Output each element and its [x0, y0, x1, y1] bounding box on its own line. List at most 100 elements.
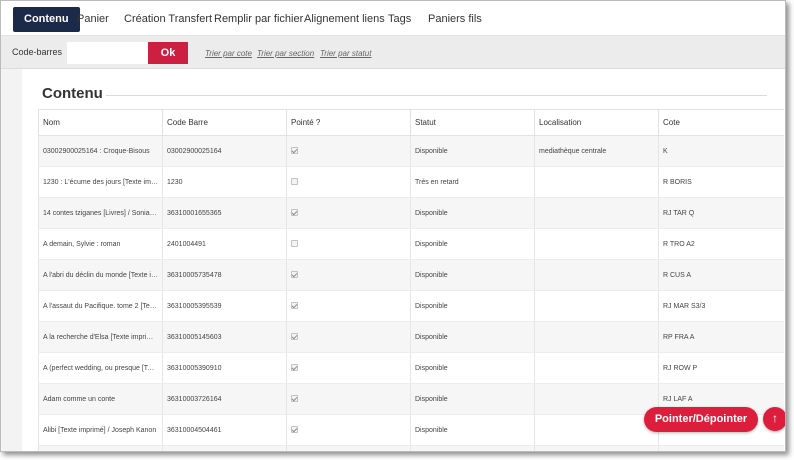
ok-button[interactable]: Ok [148, 42, 188, 64]
tab-alignement-liens[interactable]: Alignement liens [304, 13, 385, 25]
tab-paniers-fils[interactable]: Paniers fils [428, 13, 482, 25]
pointe-checkbox[interactable] [291, 240, 298, 248]
tab-remplir-par-fichier[interactable]: Remplir par fichier [214, 13, 304, 25]
cell-code-barre: 03002900025164 [162, 135, 287, 167]
cell-statut: Disponible [410, 228, 535, 260]
cell-nom: Adam comme un conte [38, 383, 163, 415]
cell-pointe [286, 197, 411, 229]
cell-nom: 03002900025164 : Croque-Bisous [38, 135, 163, 167]
table-row: A (perfect wedding, ou presque [Texte im… [38, 352, 784, 384]
column-header-pointe[interactable]: Pointé ? [286, 109, 411, 136]
cell-localisation [534, 290, 659, 322]
cell-nom: 14 contes tziganes [Livres] / Sonia Tara… [38, 197, 163, 229]
cell-localisation [534, 197, 659, 229]
app-window: Contenu Panier Création Transfert Rempli… [0, 0, 786, 452]
cell-code-barre: 36310001655365 [162, 197, 287, 229]
cell-code-barre: 2401004491 [162, 228, 287, 260]
table-row: A l'abri du déclin du monde [Texte impri… [38, 259, 784, 291]
tab-creation-transfert[interactable]: Création Transfert [124, 13, 213, 25]
cell-pointe [286, 321, 411, 353]
tab-panier[interactable]: Panier [77, 13, 109, 25]
cell-cote: R BORIS [658, 166, 784, 198]
cell-cote: RJ MAR S3/3 [658, 290, 784, 322]
cell-code-barre: 36310005145603 [162, 321, 287, 353]
table-scroll-area[interactable]: Nom Code Barre Pointé ? Statut Localisat… [38, 109, 785, 451]
column-header-nom[interactable]: Nom [38, 109, 163, 136]
cell-code-barre: 36310004504461 [162, 414, 287, 446]
cell-code-barre: 36310005395539 [162, 290, 287, 322]
cell-pointe [286, 290, 411, 322]
cell-statut: Disponible [410, 352, 535, 384]
cell-statut: Disponible [410, 321, 535, 353]
table-header-row: Nom Code Barre Pointé ? Statut Localisat… [38, 109, 784, 136]
pointe-checkbox[interactable] [291, 147, 298, 155]
cell-code-barre: 36310003726164 [162, 383, 287, 415]
cell-cote: RP FRA A [658, 321, 784, 353]
tab-tags[interactable]: Tags [388, 13, 412, 25]
table-row: A l'assaut du Pacifique. tome 2 [Texte i… [38, 290, 784, 322]
pointer-depointer-button[interactable]: Pointer/Dépointer [644, 407, 758, 432]
cell-statut: Disponible [410, 290, 535, 322]
title-divider [106, 95, 767, 96]
cell-code-barre: 1230 [162, 166, 287, 198]
cell-cote [658, 445, 784, 451]
cell-statut: Disponible [410, 135, 535, 167]
cell-localisation: mediathèque centrale [534, 135, 659, 167]
cell-localisation [534, 414, 659, 446]
cell-statut: Disponible [410, 259, 535, 291]
cell-pointe [286, 414, 411, 446]
column-header-cote[interactable]: Cote [658, 109, 784, 136]
cell-localisation [534, 352, 659, 384]
table-row [38, 445, 784, 451]
cell-localisation [534, 228, 659, 260]
cell-nom: A (perfect wedding, ou presque [Texte im… [38, 352, 163, 384]
cell-code-barre: 36310005735478 [162, 259, 287, 291]
pointe-checkbox[interactable] [291, 364, 298, 372]
cell-pointe [286, 228, 411, 260]
cell-localisation [534, 383, 659, 415]
cell-localisation [534, 445, 659, 451]
pointe-checkbox[interactable] [291, 302, 298, 310]
cell-statut: Disponible [410, 383, 535, 415]
table-row: 03002900025164 : Croque-Bisous 0300290002… [38, 135, 784, 167]
sort-by-section-link[interactable]: Trier par section [257, 49, 315, 58]
tab-contenu[interactable]: Contenu [13, 7, 80, 32]
cell-statut: Disponible [410, 414, 535, 446]
pointe-checkbox[interactable] [291, 271, 298, 279]
sort-by-cote-link[interactable]: Trier par cote [205, 49, 252, 58]
cell-localisation [534, 321, 659, 353]
cell-localisation [534, 259, 659, 291]
cell-statut [410, 445, 535, 451]
cell-cote: RJ ROW P [658, 352, 784, 384]
cell-nom: A l'abri du déclin du monde [Texte impri… [38, 259, 163, 291]
column-header-localisation[interactable]: Localisation [534, 109, 659, 136]
sort-by-statut-link[interactable]: Trier par statut [320, 49, 372, 58]
content-table: Nom Code Barre Pointé ? Statut Localisat… [38, 109, 784, 451]
table-row: A la recherche d'Elsa [Texte imprimé] / … [38, 321, 784, 353]
content-panel: Contenu Nom Code Barre Pointé ? Statut L… [22, 69, 785, 451]
barcode-input[interactable] [67, 42, 148, 64]
pointe-checkbox[interactable] [291, 395, 298, 403]
cell-cote: K [658, 135, 784, 167]
cell-nom: A la recherche d'Elsa [Texte imprimé] / … [38, 321, 163, 353]
cell-nom [38, 445, 163, 451]
pointe-checkbox[interactable] [291, 426, 298, 434]
cell-cote: RJ TAR Q [658, 197, 784, 229]
table-body: 03002900025164 : Croque-Bisous 0300290002… [38, 135, 784, 451]
pointe-checkbox[interactable] [291, 178, 298, 186]
table-row: 1230 : L'écume des jours [Texte imprimé]… [38, 166, 784, 198]
column-header-code-barre[interactable]: Code Barre [162, 109, 287, 136]
cell-pointe [286, 166, 411, 198]
cell-nom: 1230 : L'écume des jours [Texte imprimé] [38, 166, 163, 198]
barcode-toolbar: Code-barres Ok Trier par cote Trier par … [1, 36, 785, 69]
pointe-checkbox[interactable] [291, 333, 298, 341]
table-row: Adam comme un conte 36310003726164 Disponi… [38, 383, 784, 415]
scroll-to-top-button[interactable]: ↑ [763, 407, 785, 431]
column-header-statut[interactable]: Statut [410, 109, 535, 136]
table-row: A demain, Sylvie : roman 2401004491 Dispon… [38, 228, 784, 260]
cell-statut: Très en retard [410, 166, 535, 198]
cell-nom: Alibi [Texte imprimé] / Joseph Kanon [38, 414, 163, 446]
cell-nom: A l'assaut du Pacifique. tome 2 [Texte i… [38, 290, 163, 322]
cell-cote: R TRO A2 [658, 228, 784, 260]
pointe-checkbox[interactable] [291, 209, 298, 217]
